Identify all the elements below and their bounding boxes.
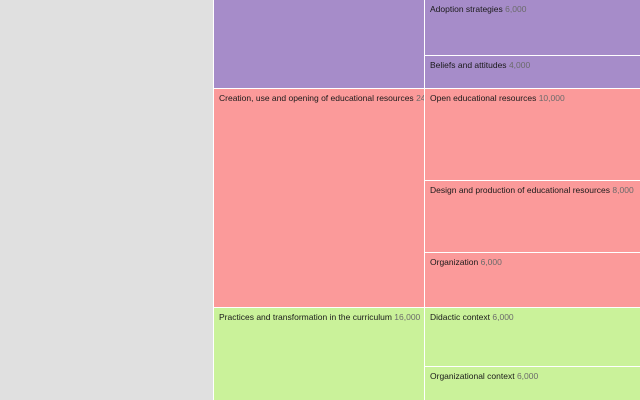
- treemap-parent-label-green: Practices and transformation in the curr…: [214, 308, 424, 323]
- treemap-leaf-label: Open educational resources 10,000: [425, 89, 640, 104]
- treemap-value-text: 6,000: [516, 371, 539, 381]
- treemap-label-text: Creation, use and opening of educational…: [219, 93, 414, 103]
- treemap-label-text: Adoption strategies: [430, 4, 503, 14]
- treemap-value-text: 10,000: [538, 93, 565, 103]
- treemap-leaf-label: Beliefs and attitudes 4,000: [425, 56, 640, 71]
- treemap-leaf-label: Organization 6,000: [425, 253, 640, 268]
- treemap-parent-label-pink: Creation, use and opening of educational…: [214, 89, 424, 104]
- treemap-value-text: 6,000: [505, 4, 527, 14]
- treemap-leaf-organization[interactable]: Organization 6,000: [424, 252, 640, 307]
- treemap-leaf-didactic-context[interactable]: Didactic context 6,000: [424, 307, 640, 366]
- treemap-leaf-design-and-production[interactable]: Design and production of educational res…: [424, 180, 640, 252]
- treemap-parent-cell-green[interactable]: Practices and transformation in the curr…: [213, 307, 424, 400]
- treemap-value-text: 16,000: [394, 312, 421, 322]
- treemap-leaf-label: Organizational context 6,000: [425, 367, 640, 382]
- treemap-leaf-open-educational-resources[interactable]: Open educational resources 10,000: [424, 88, 640, 180]
- treemap-label-text: Open educational resources: [430, 93, 537, 103]
- treemap-value-text: 4,000: [508, 60, 531, 70]
- treemap-value-text: 24,000: [416, 93, 424, 103]
- treemap-value-text: 6,000: [492, 312, 514, 322]
- treemap-value-text: 8,000: [612, 185, 634, 195]
- treemap-label-text: Beliefs and attitudes: [430, 60, 507, 70]
- treemap-leaf-beliefs-and-attitudes[interactable]: Beliefs and attitudes 4,000: [424, 55, 640, 88]
- treemap-leaf-label: Adoption strategies 6,000: [425, 0, 640, 15]
- treemap-label-text: Practices and transformation in the curr…: [219, 312, 392, 322]
- treemap-value-text: 6,000: [480, 257, 502, 267]
- treemap-label-text: Didactic context: [430, 312, 490, 322]
- treemap-leaf-organizational-context[interactable]: Organizational context 6,000: [424, 366, 640, 400]
- treemap-leaf-label: Didactic context 6,000: [425, 308, 640, 323]
- treemap-label-text: Design and production of educational res…: [430, 185, 611, 195]
- treemap-empty-pane: [0, 0, 213, 400]
- treemap-parent-cell-pink[interactable]: Creation, use and opening of educational…: [213, 88, 424, 307]
- treemap-label-text: Organization: [430, 257, 479, 267]
- treemap-parent-cell-purple[interactable]: [213, 0, 424, 88]
- treemap-label-text: Organizational context: [430, 371, 515, 381]
- treemap-leaf-adoption-strategies[interactable]: Adoption strategies 6,000: [424, 0, 640, 55]
- treemap-parent-label-purple: [214, 0, 424, 4]
- treemap-leaf-label: Design and production of educational res…: [425, 181, 640, 196]
